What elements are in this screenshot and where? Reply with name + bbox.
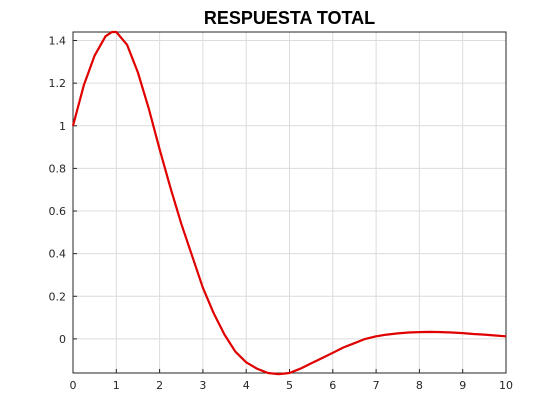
x-tick-label: 8 (416, 379, 423, 392)
y-tick-label: 0.4 (49, 248, 67, 261)
series-line (71, 30, 507, 376)
x-tick-label: 9 (459, 379, 466, 392)
y-tick-label: 0 (59, 333, 66, 346)
chart-title: RESPUESTA TOTAL (204, 8, 375, 28)
x-tick-label: 3 (199, 379, 206, 392)
y-tick-label: 0.6 (49, 205, 67, 218)
y-tick-label: 1 (59, 120, 66, 133)
x-tick-label: 6 (329, 379, 336, 392)
x-tick-label: 5 (286, 379, 293, 392)
y-tick-label: 0.2 (49, 290, 67, 303)
y-tick-label: 1.4 (49, 35, 67, 48)
x-tick-label: 10 (499, 379, 513, 392)
x-tick-label: 1 (113, 379, 120, 392)
x-tick-label: 7 (373, 379, 380, 392)
x-tick-label: 2 (156, 379, 163, 392)
y-tick-label: 0.8 (49, 162, 67, 175)
y-axis-ticks: 0 0.2 0.4 0.6 0.8 1 1.2 1.4 (49, 35, 77, 346)
x-tick-label: 0 (70, 379, 77, 392)
x-tick-label: 4 (243, 379, 250, 392)
x-axis-ticks: 0 1 2 3 4 5 6 7 8 9 10 (70, 369, 513, 392)
y-tick-label: 1.2 (49, 77, 67, 90)
